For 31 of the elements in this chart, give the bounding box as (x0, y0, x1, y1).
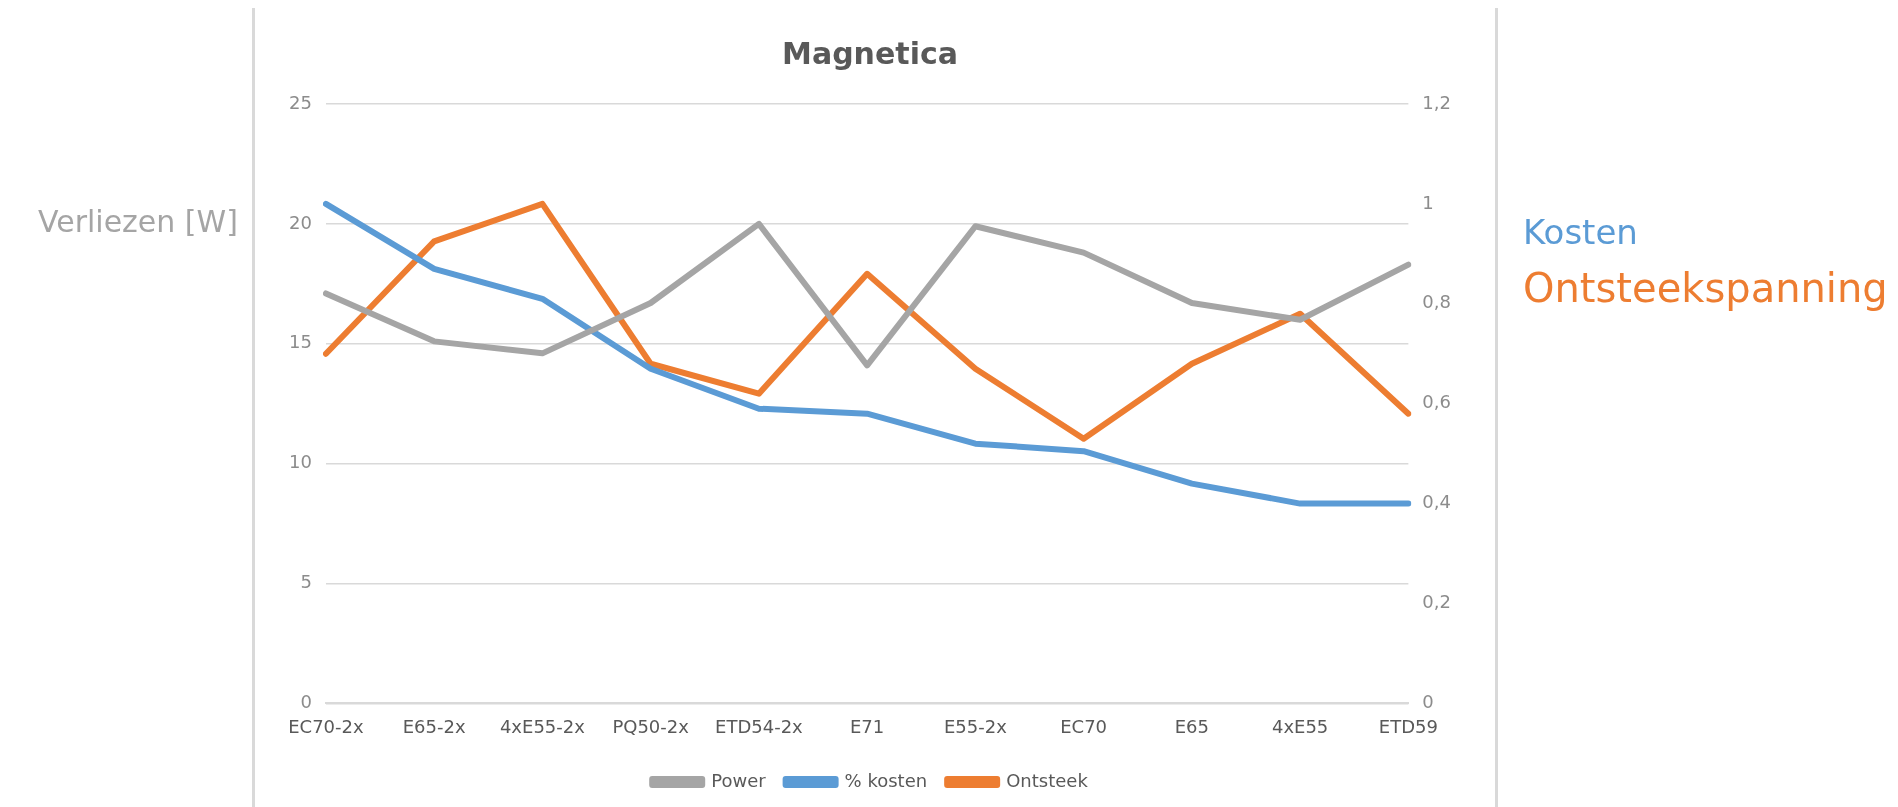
legend-label: Power (711, 769, 767, 791)
x-tick-label: 4xE55-2x (499, 715, 586, 737)
y2-tick-label: 0,4 (1422, 491, 1452, 513)
x-tick-label: ETD59 (1378, 715, 1438, 737)
y-axis-title: Verliezen [W] (38, 204, 238, 239)
x-tick-label: EC70 (1060, 715, 1108, 737)
y2-tick-label: 0,8 (1422, 291, 1452, 313)
y2-axis-title: Kosten (1523, 211, 1639, 254)
x-tick-label: E65 (1174, 715, 1210, 737)
x-tick-label: PQ50-2x (612, 715, 690, 737)
y-tick-label: 10 (289, 451, 312, 473)
y2-tick-label: 0,2 (1422, 591, 1452, 613)
y2-tick-label: 0,6 (1422, 391, 1452, 413)
text: Ontsteekspanning (1523, 264, 1888, 313)
y-tick-label: 5 (300, 571, 312, 593)
x-tick-label: E55-2x (943, 715, 1008, 737)
legend-label: Ontsteek (1006, 769, 1089, 791)
x-tick-label: ETD54-2x (715, 715, 804, 737)
x-tick-label: E71 (850, 715, 885, 737)
y-tick-label: 0 (300, 691, 312, 713)
y-tick-label: 15 (289, 331, 312, 353)
y2-tick-label: 1 (1422, 191, 1434, 213)
chart-title: Magnetica (782, 35, 958, 71)
y2-tick-label: 1,2 (1422, 91, 1452, 113)
y-tick-label: 20 (289, 211, 312, 233)
x-tick-label: 4xE55 (1271, 715, 1329, 737)
y2-tick-label: 0 (1422, 691, 1434, 713)
x-tick-label: E65-2x (402, 715, 466, 737)
y-tick-label: 25 (289, 91, 312, 113)
x-tick-label: EC70-2x (288, 715, 364, 737)
legend-label: % kosten (844, 769, 928, 791)
